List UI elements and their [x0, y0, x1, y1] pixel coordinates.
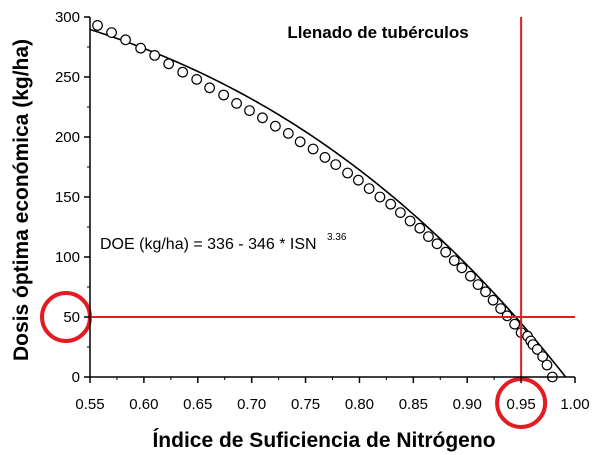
data-point: [509, 318, 521, 330]
data-point: [495, 303, 507, 315]
data-point: [282, 127, 294, 139]
data-point: [440, 246, 452, 258]
y-axis-title: Dosis óptima económica (kg/ha): [10, 39, 33, 361]
data-point: [404, 215, 416, 227]
data-point: [541, 359, 553, 371]
y-tick-label: 150: [55, 189, 80, 206]
data-point: [257, 112, 268, 124]
fit-curve: [89, 28, 567, 378]
equation-text: DOE (kg/ha) = 336 - 346 * ISN: [100, 236, 317, 253]
x-tick-label: 0.75: [291, 396, 320, 413]
x-tick-label: 0.90: [453, 396, 482, 413]
y-tick-label: 200: [55, 129, 80, 146]
axes-layer: [84, 16, 576, 383]
data-point: [448, 255, 460, 267]
data-point: [330, 159, 342, 171]
reference-lines-layer: [40, 17, 575, 429]
x-tick-label: 0.85: [399, 396, 428, 413]
data-point: [149, 50, 161, 61]
y-tick-label: 0: [72, 369, 80, 386]
data-point: [487, 294, 499, 306]
x-tick-label: 0.65: [183, 396, 212, 413]
y-tick-label: 250: [55, 69, 80, 86]
data-point: [269, 120, 281, 132]
data-point: [218, 89, 230, 101]
equation-label: DOE (kg/ha) = 336 - 346 * ISN 3.36: [100, 232, 347, 253]
y-tick-label: 300: [55, 9, 80, 26]
data-points-layer: [92, 19, 558, 383]
data-point: [307, 143, 319, 155]
data-point: [374, 191, 386, 203]
data-point: [456, 262, 468, 274]
data-point: [294, 136, 306, 148]
data-point: [414, 222, 426, 234]
equation-exponent: 3.36: [327, 232, 347, 243]
data-point: [319, 151, 331, 163]
data-point: [191, 73, 203, 85]
data-point: [472, 279, 484, 291]
data-point: [92, 19, 103, 31]
data-point: [163, 58, 175, 70]
data-point: [244, 105, 255, 116]
data-point: [465, 270, 476, 282]
data-point: [204, 82, 216, 94]
data-point: [352, 174, 364, 186]
data-point: [342, 167, 353, 179]
y-tick-label: 50: [63, 309, 80, 326]
data-point: [231, 97, 242, 109]
data-point: [106, 27, 117, 38]
data-point: [385, 198, 397, 210]
data-point: [120, 34, 131, 46]
x-tick-label: 1.00: [560, 396, 589, 413]
data-point: [363, 183, 375, 195]
x-axis-title: Índice de Suficiencia de Nitrógeno: [152, 429, 495, 452]
x-tick-label: 0.70: [237, 396, 266, 413]
data-point: [177, 66, 189, 78]
data-point: [431, 238, 443, 250]
data-point: [537, 351, 549, 363]
data-point: [501, 310, 513, 322]
chart-title: Llenado de tubérculos: [287, 23, 468, 42]
x-tick-label: 0.55: [75, 396, 104, 413]
x-tick-label: 0.80: [345, 396, 374, 413]
tick-labels-layer: 0 50 100 150 200 250 300 0.55 0.60 0.65 0.70 0.75 0.…: [55, 9, 590, 413]
x-tick-label: 0.95: [507, 396, 536, 413]
fit-curve-layer: [89, 28, 567, 378]
x-tick-label: 0.60: [129, 396, 158, 413]
data-point: [395, 207, 406, 219]
data-point: [531, 344, 543, 355]
data-point: [135, 42, 147, 54]
data-point: [423, 231, 434, 243]
data-point: [480, 286, 491, 298]
y-tick-label: 100: [55, 249, 80, 266]
